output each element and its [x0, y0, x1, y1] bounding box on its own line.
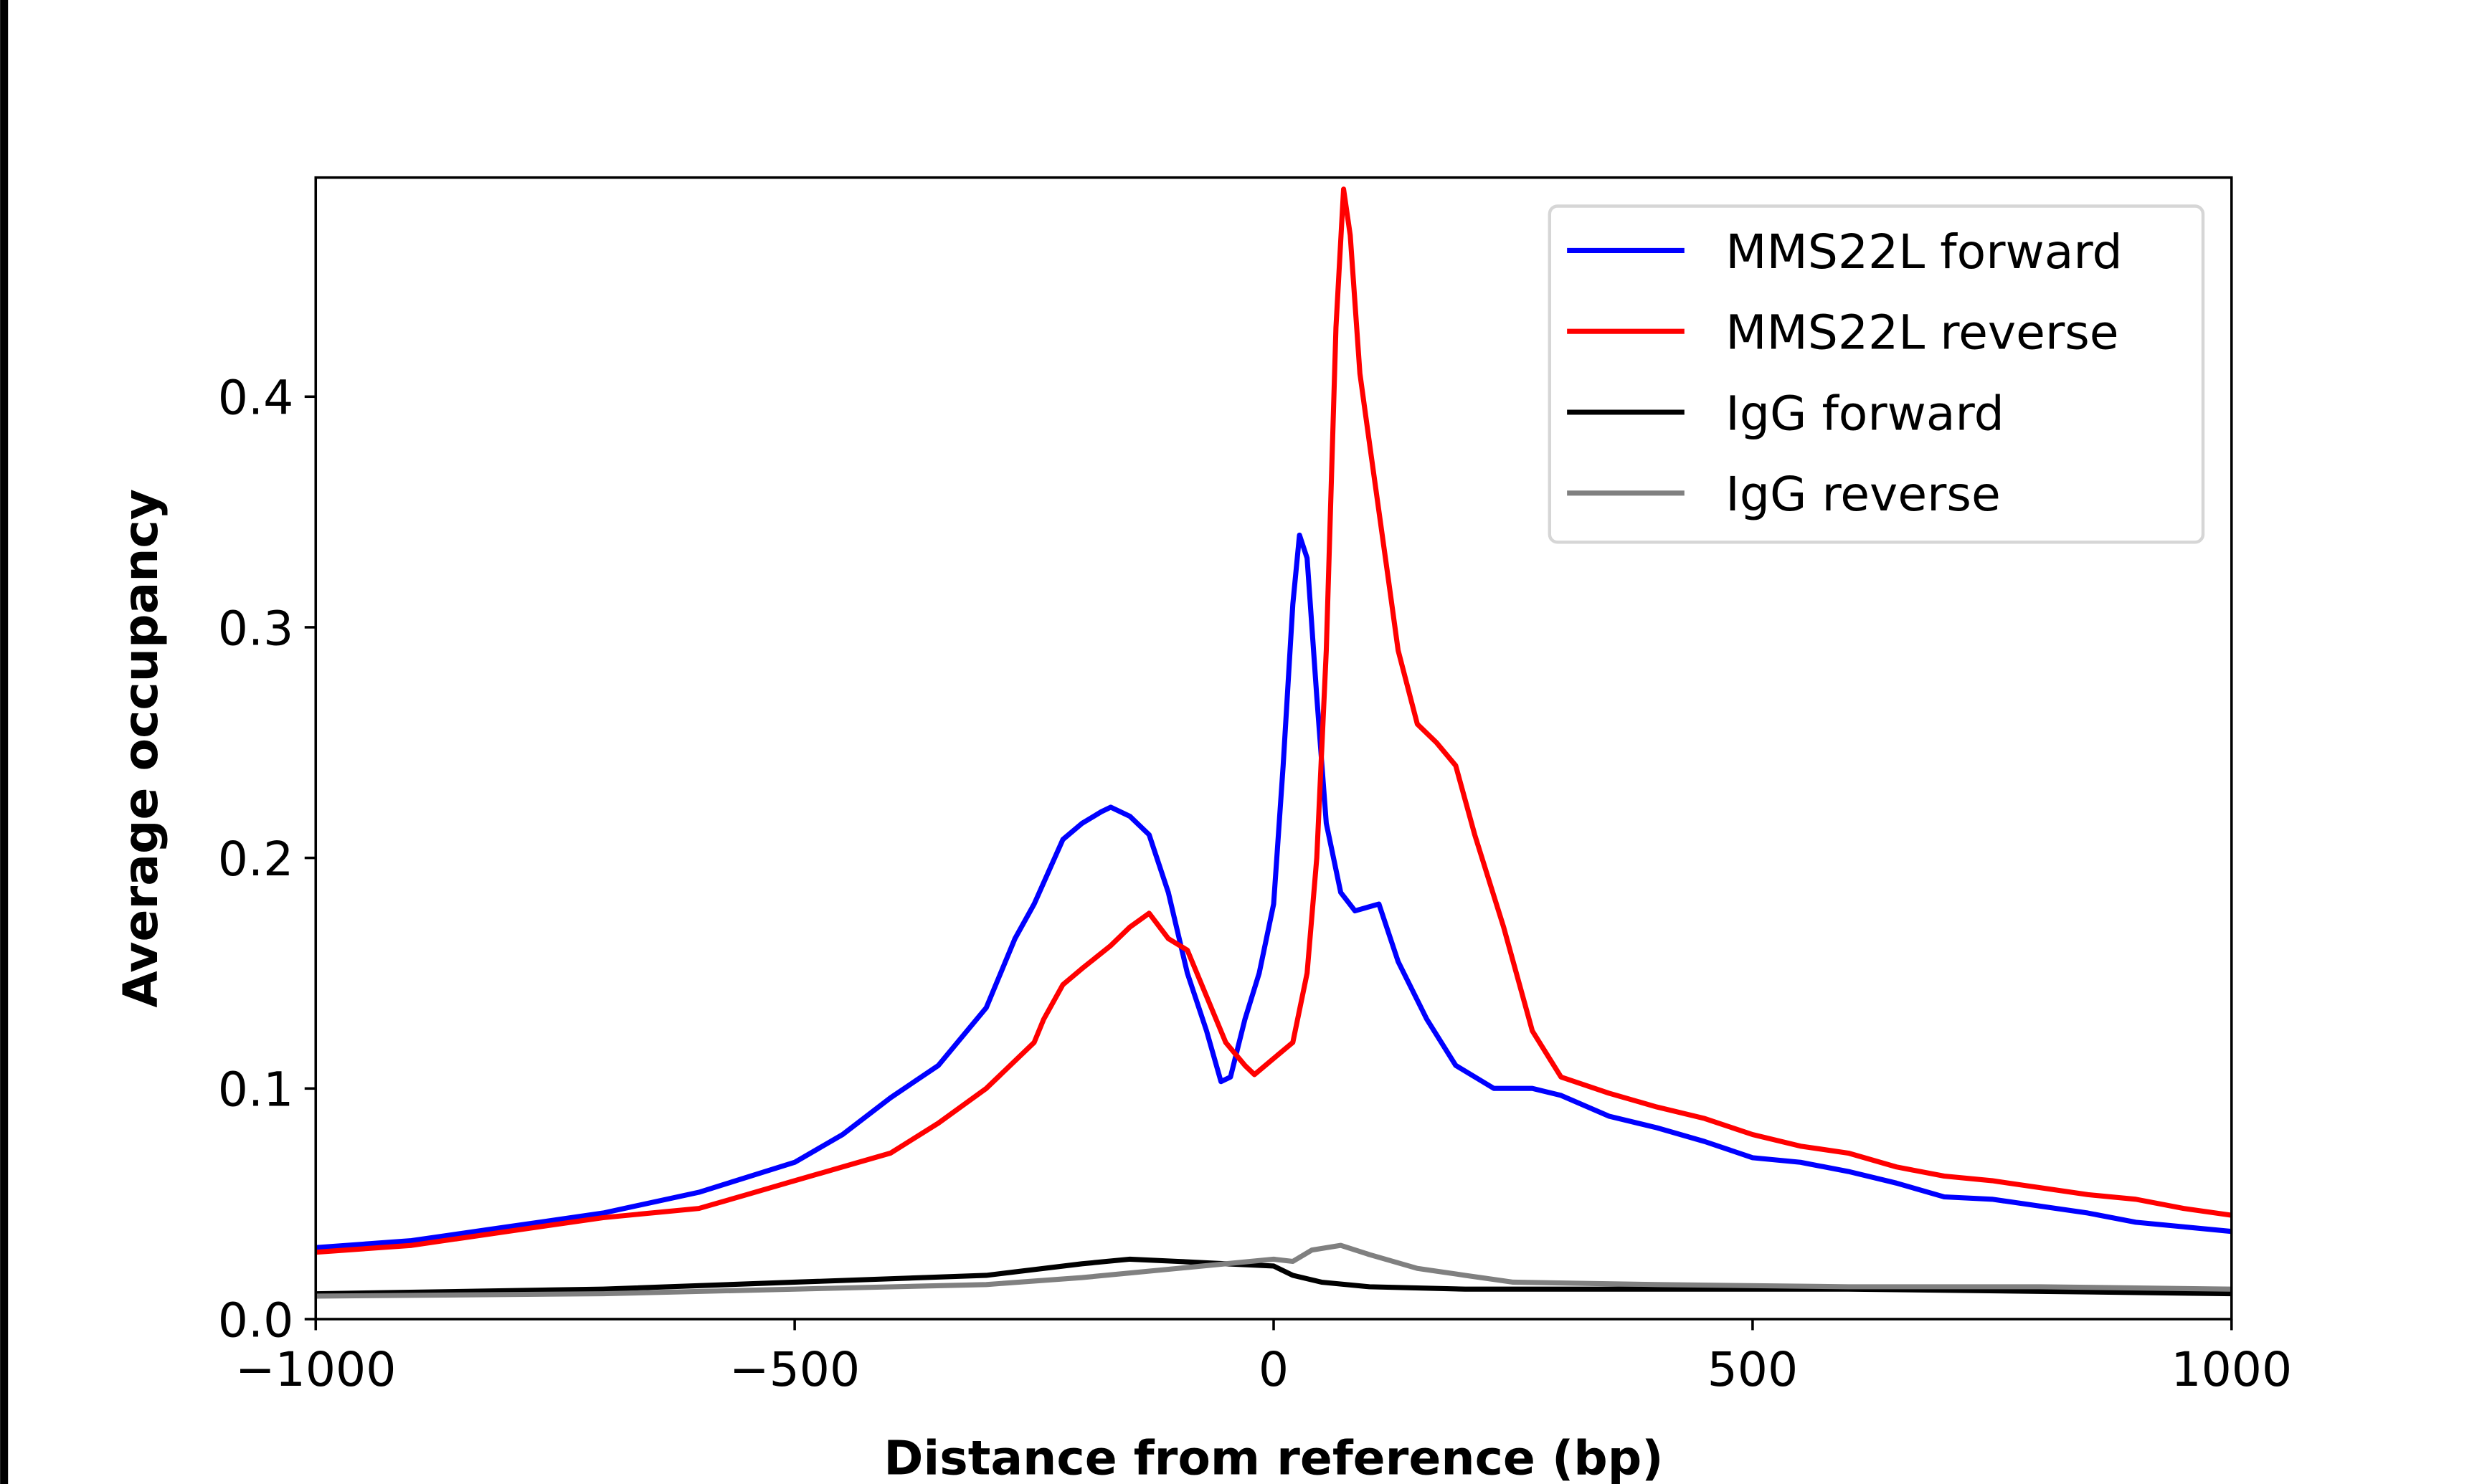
- series-line-igg-forward: [316, 1256, 2232, 1297]
- legend-label: IgG forward: [1725, 385, 2004, 441]
- legend-label: MMS22L forward: [1725, 224, 2122, 280]
- legend: MMS22L forward MMS22L reverse IgG forward I…: [1548, 204, 2205, 544]
- series-layer: [315, 186, 2232, 1299]
- x-tick-label: 1000: [2171, 1341, 2292, 1397]
- left-edge-bar: [0, 0, 9, 1484]
- x-tick-label: 0: [1259, 1341, 1289, 1397]
- y-tick-label: 0.2: [218, 831, 293, 887]
- x-axis: −1000 −500 0 500 1000: [235, 1319, 2292, 1397]
- legend-label: IgG reverse: [1725, 466, 2000, 522]
- x-tick-label: −500: [729, 1341, 860, 1397]
- y-tick-label: 0.3: [218, 600, 293, 656]
- y-tick-label: 0.1: [218, 1062, 293, 1118]
- series-line-igg-reverse: [316, 1242, 2232, 1299]
- y-axis: 0.0 0.1 0.2 0.3 0.4: [218, 370, 316, 1348]
- y-tick-label: 0.0: [218, 1292, 293, 1348]
- legend-box: [1548, 204, 2205, 544]
- x-tick-label: 500: [1707, 1341, 1799, 1397]
- legend-label: MMS22L reverse: [1725, 305, 2118, 361]
- y-axis-label: Average occupancy: [113, 489, 169, 1008]
- series-line-mms22l-reverse: [315, 186, 2232, 1255]
- x-axis-label: Distance from reference (bp): [884, 1430, 1663, 1484]
- y-tick-label: 0.4: [218, 370, 293, 426]
- x-tick-label: −1000: [235, 1341, 396, 1397]
- series-line-mms22l-forward: [315, 532, 2232, 1250]
